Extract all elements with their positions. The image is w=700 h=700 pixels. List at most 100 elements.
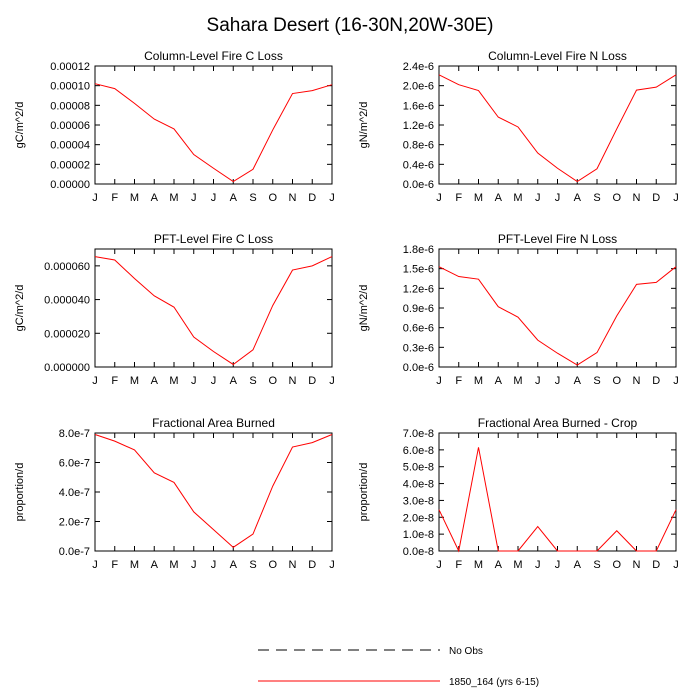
- y-tick-label: 1.6e-6: [403, 100, 434, 112]
- y-axis-label: proportion/d: [358, 463, 370, 522]
- x-tick-label: M: [513, 192, 522, 204]
- x-tick-label: A: [151, 559, 159, 571]
- x-tick-label: O: [612, 192, 621, 204]
- y-tick-label: 0.0e-7: [59, 546, 90, 558]
- x-tick-label: A: [574, 559, 582, 571]
- x-tick-label: F: [111, 559, 118, 571]
- x-tick-label: A: [230, 559, 238, 571]
- x-tick-label: J: [191, 192, 197, 204]
- x-tick-label: N: [633, 192, 641, 204]
- plot-frame: [94, 432, 333, 552]
- y-tick-label: 1.2e-6: [403, 120, 434, 132]
- x-tick-label: N: [289, 375, 297, 387]
- x-tick-label: S: [249, 375, 256, 387]
- y-tick-label: 5.0e-8: [403, 462, 434, 474]
- x-tick-label: A: [574, 192, 582, 204]
- x-tick-label: J: [436, 192, 442, 204]
- x-tick-label: J: [673, 559, 679, 571]
- x-tick-label: O: [268, 375, 277, 387]
- y-tick-label: 0.6e-6: [403, 323, 434, 335]
- x-tick-label: J: [436, 559, 442, 571]
- x-tick-label: J: [329, 192, 335, 204]
- y-tick-label: 1.0e-8: [403, 529, 434, 541]
- x-tick-label: A: [151, 192, 159, 204]
- x-tick-label: S: [249, 559, 256, 571]
- x-tick-label: J: [535, 192, 541, 204]
- x-tick-label: N: [289, 192, 297, 204]
- x-tick-label: J: [211, 559, 217, 571]
- x-tick-label: M: [130, 559, 139, 571]
- x-tick-label: A: [574, 375, 582, 387]
- x-tick-label: M: [474, 559, 483, 571]
- y-tick-label: 0.00012: [50, 61, 90, 73]
- series-line: [94, 83, 333, 183]
- y-tick-label: 0.00006: [50, 120, 90, 132]
- x-tick-label: F: [455, 192, 462, 204]
- x-tick-label: F: [455, 559, 462, 571]
- y-tick-label: 0.0e-6: [403, 362, 434, 374]
- y-tick-label: 0.000060: [44, 261, 90, 273]
- x-tick-label: A: [230, 375, 238, 387]
- legend-label-1850-164: 1850_164 (yrs 6-15): [449, 677, 539, 688]
- x-tick-label: F: [111, 192, 118, 204]
- x-tick-label: D: [308, 559, 316, 571]
- x-tick-label: M: [169, 559, 178, 571]
- x-tick-label: J: [555, 192, 561, 204]
- figure-title: Sahara Desert (16-30N,20W-30E): [207, 15, 494, 36]
- x-tick-label: S: [593, 375, 600, 387]
- y-tick-label: 0.0e-8: [403, 546, 434, 558]
- x-tick-label: A: [230, 192, 238, 204]
- x-tick-label: A: [495, 559, 503, 571]
- y-tick-label: 0.0e-6: [403, 179, 434, 191]
- x-tick-label: D: [652, 375, 660, 387]
- y-tick-label: 4.0e-8: [403, 479, 434, 491]
- panel-title: Fractional Area Burned: [152, 416, 275, 430]
- x-tick-label: J: [191, 559, 197, 571]
- y-tick-label: 2.0e-8: [403, 512, 434, 524]
- x-tick-label: N: [633, 375, 641, 387]
- x-tick-label: J: [555, 375, 561, 387]
- panel-title: PFT-Level Fire N Loss: [498, 232, 617, 246]
- x-tick-label: O: [268, 559, 277, 571]
- x-tick-label: N: [633, 559, 641, 571]
- y-axis-label: gN/m^2/d: [358, 102, 370, 149]
- x-tick-label: M: [474, 375, 483, 387]
- y-tick-label: 0.9e-6: [403, 303, 434, 315]
- series-line: [438, 74, 677, 183]
- x-tick-label: J: [673, 375, 679, 387]
- series-line: [438, 266, 677, 366]
- y-tick-label: 0.00008: [50, 100, 90, 112]
- x-tick-label: A: [495, 192, 503, 204]
- x-tick-label: J: [436, 375, 442, 387]
- y-tick-label: 6.0e-7: [59, 458, 90, 470]
- y-tick-label: 0.000040: [44, 295, 90, 307]
- x-tick-label: J: [211, 375, 217, 387]
- x-tick-label: J: [535, 559, 541, 571]
- x-tick-label: O: [612, 559, 621, 571]
- x-tick-label: N: [289, 559, 297, 571]
- y-tick-label: 8.0e-7: [59, 428, 90, 440]
- series-line: [94, 256, 333, 366]
- y-tick-label: 0.00000: [50, 179, 90, 191]
- y-tick-label: 0.000020: [44, 328, 90, 340]
- y-tick-label: 0.4e-6: [403, 159, 434, 171]
- x-tick-label: F: [455, 375, 462, 387]
- y-tick-label: 7.0e-8: [403, 428, 434, 440]
- y-axis-label: gN/m^2/d: [358, 285, 370, 332]
- y-tick-label: 3.0e-8: [403, 495, 434, 507]
- y-tick-label: 2.0e-6: [403, 81, 434, 93]
- plot-frame: [438, 432, 677, 552]
- y-tick-label: 2.4e-6: [403, 61, 434, 73]
- panel-title: Fractional Area Burned - Crop: [478, 416, 638, 430]
- x-tick-label: M: [513, 559, 522, 571]
- x-tick-label: M: [474, 192, 483, 204]
- x-tick-label: M: [130, 375, 139, 387]
- panel-title: Column-Level Fire N Loss: [488, 49, 627, 63]
- x-tick-label: J: [211, 192, 217, 204]
- x-tick-label: A: [151, 375, 159, 387]
